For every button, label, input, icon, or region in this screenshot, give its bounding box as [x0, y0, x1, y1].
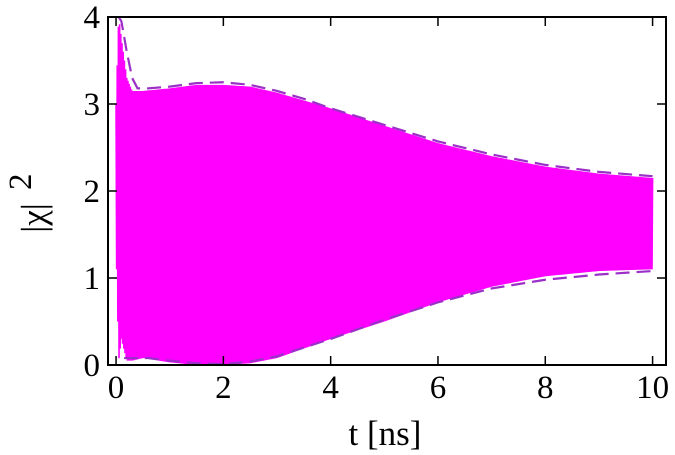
y-tick-label: 4 — [84, 0, 101, 36]
y-axis-label: |χ| — [14, 203, 53, 233]
y-tick-label: 0 — [84, 348, 101, 384]
lower-envelope-line — [124, 269, 653, 365]
y-tick-label: 2 — [84, 174, 101, 210]
x-tick-label: 6 — [430, 370, 447, 406]
y-axis-label-superscript: 2 — [3, 174, 39, 191]
y-axis-label-group: |χ| 2 — [3, 174, 53, 233]
x-tick-label: 8 — [537, 370, 554, 406]
x-tick-label: 0 — [108, 370, 125, 406]
x-axis-label: t [ns] — [349, 414, 422, 453]
ticks-layer: 0 2 4 6 8 10 0 1 2 3 4 — [84, 0, 670, 406]
x-tick-label: 10 — [636, 370, 669, 406]
plot-layer — [115, 17, 654, 365]
x-tick-label: 2 — [215, 370, 232, 406]
x-tick-label: 4 — [322, 370, 339, 406]
oscillation-band-fill — [121, 43, 653, 361]
y-tick-label: 3 — [84, 87, 101, 123]
y-tick-label: 1 — [84, 261, 101, 297]
